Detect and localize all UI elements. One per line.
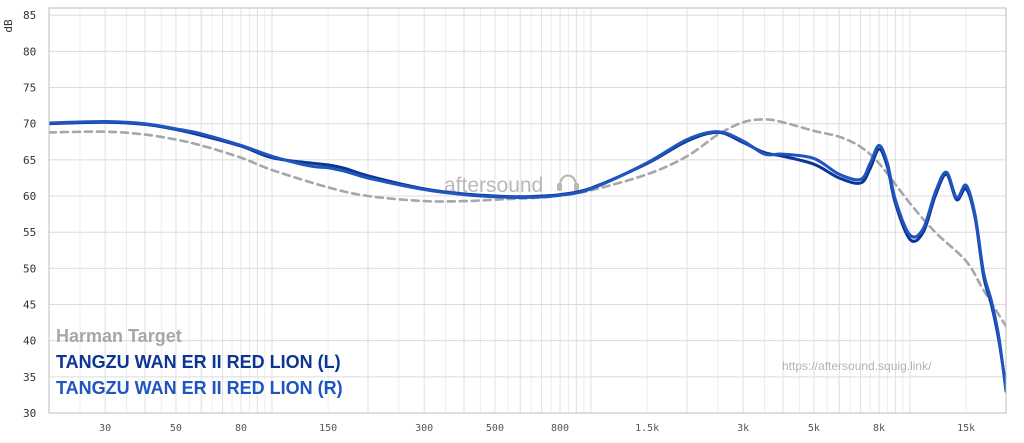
x-tick-label: 150 bbox=[319, 423, 337, 434]
y-tick-label: 30 bbox=[23, 407, 36, 420]
y-tick-label: 35 bbox=[23, 371, 36, 384]
y-tick-label: 40 bbox=[23, 335, 36, 348]
x-tick-label: 30 bbox=[99, 423, 111, 434]
y-tick-label: 85 bbox=[23, 9, 36, 22]
harman-target-line bbox=[49, 118, 1006, 328]
legend-entry-harman-target: Harman Target bbox=[56, 326, 182, 346]
legend-entry-left: TANGZU WAN ER II RED LION (L) bbox=[56, 352, 341, 372]
y-axis-unit: dB bbox=[2, 19, 15, 33]
grid bbox=[48, 8, 1007, 414]
watermark-text: aftersound bbox=[444, 174, 543, 197]
x-axis: 30 50 80 150 300 500 800 1.5k 3k 5k 8k 15k bbox=[99, 423, 975, 434]
legend-entry-right: TANGZU WAN ER II RED LION (R) bbox=[56, 378, 343, 398]
left-channel-line bbox=[49, 120, 1006, 390]
x-tick-label: 8k bbox=[873, 423, 885, 434]
x-tick-label: 3k bbox=[737, 423, 749, 434]
x-tick-label: 15k bbox=[957, 423, 975, 434]
x-tick-label: 5k bbox=[808, 423, 820, 434]
series-lines bbox=[49, 118, 1006, 393]
y-tick-label: 80 bbox=[23, 45, 36, 58]
x-tick-label: 1.5k bbox=[635, 423, 659, 434]
y-tick-label: 55 bbox=[23, 226, 36, 239]
y-tick-label: 45 bbox=[23, 299, 36, 312]
y-tick-label: 75 bbox=[23, 82, 36, 95]
headphone-icon bbox=[557, 174, 579, 191]
watermark: aftersound bbox=[444, 174, 579, 197]
right-channel-line bbox=[49, 119, 1006, 393]
x-tick-label: 500 bbox=[486, 423, 504, 434]
y-axis: 30 35 40 45 50 55 60 65 70 75 80 85 bbox=[23, 9, 36, 420]
y-tick-label: 70 bbox=[23, 118, 36, 131]
x-tick-label: 50 bbox=[170, 423, 182, 434]
y-tick-label: 60 bbox=[23, 190, 36, 203]
x-tick-label: 80 bbox=[235, 423, 247, 434]
y-tick-label: 65 bbox=[23, 154, 36, 167]
x-tick-label: 800 bbox=[551, 423, 569, 434]
y-tick-label: 50 bbox=[23, 262, 36, 275]
legend: Harman Target TANGZU WAN ER II RED LION (… bbox=[56, 326, 343, 398]
source-url: https://aftersound.squig.link/ bbox=[782, 359, 932, 373]
x-tick-label: 300 bbox=[415, 423, 433, 434]
plot-frame bbox=[48, 7, 1007, 414]
